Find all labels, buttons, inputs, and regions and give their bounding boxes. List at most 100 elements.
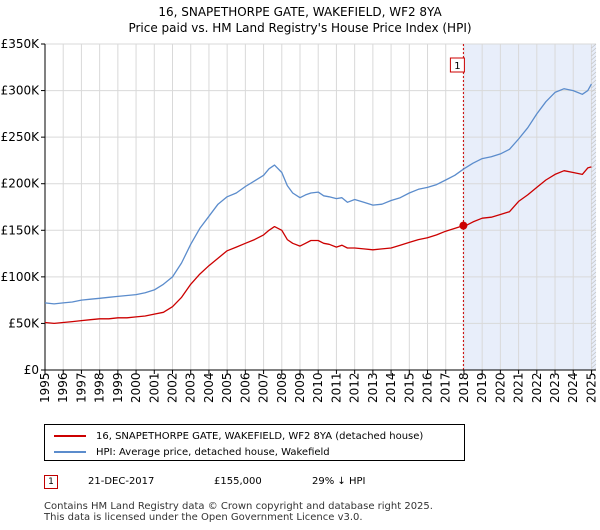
- future-hatch-line: [591, 207, 597, 213]
- future-hatch-line: [591, 95, 597, 101]
- x-tick-label: 2024: [566, 372, 580, 403]
- future-hatch-line: [591, 327, 597, 333]
- x-tick-label: 2019: [475, 372, 489, 403]
- y-tick-label: £250K: [1, 130, 41, 144]
- y-tick-label: £200K: [1, 177, 41, 191]
- future-hatch-line: [591, 335, 597, 341]
- future-hatch-line: [591, 355, 597, 361]
- future-hatch-line: [591, 171, 597, 177]
- y-tick-label: £150K: [1, 223, 41, 237]
- x-tick-label: 2000: [129, 372, 143, 403]
- legend-item-property: 16, SNAPETHORPE GATE, WAKEFIELD, WF2 8YA…: [54, 429, 423, 443]
- x-tick-label: 2011: [329, 372, 343, 403]
- future-hatch-line: [591, 311, 597, 317]
- future-hatch-line: [591, 267, 597, 273]
- future-hatch-line: [591, 203, 597, 209]
- future-hatch-line: [591, 183, 597, 189]
- x-tick-label: 1999: [111, 372, 125, 403]
- future-hatch-line: [591, 191, 597, 197]
- legend-label-property: 16, SNAPETHORPE GATE, WAKEFIELD, WF2 8YA…: [96, 430, 424, 442]
- future-hatch-line: [591, 307, 597, 313]
- sale-hpi-diff: 29% ↓ HPI: [312, 476, 366, 487]
- footer-line-1: Contains HM Land Registry data © Crown c…: [44, 501, 433, 512]
- future-hatch-line: [591, 55, 597, 61]
- sale-price: £155,000: [214, 476, 262, 487]
- future-hatch-line: [591, 83, 597, 89]
- x-tick-label: 1995: [38, 372, 52, 403]
- future-hatch-line: [591, 155, 597, 161]
- vline-label: 1: [454, 61, 460, 72]
- x-tick-label: 2001: [147, 372, 161, 403]
- future-hatch-line: [591, 143, 597, 149]
- x-tick-label: 2023: [548, 372, 562, 403]
- future-hatch-line: [591, 43, 597, 49]
- future-hatch-line: [591, 87, 597, 93]
- y-tick-label: £350K: [1, 37, 41, 51]
- future-hatch-line: [591, 343, 597, 349]
- future-hatch-line: [591, 75, 597, 81]
- future-hatch-line: [591, 359, 597, 365]
- future-hatch-line: [591, 123, 597, 129]
- future-hatch-line: [591, 51, 597, 57]
- future-hatch-line: [591, 151, 597, 157]
- future-hatch-line: [591, 199, 597, 205]
- future-hatch-line: [591, 287, 597, 293]
- x-tick-label: 2010: [311, 372, 325, 403]
- footer-line-2: This data is licensed under the Open Gov…: [44, 512, 363, 523]
- future-hatch-line: [591, 303, 597, 309]
- future-hatch-line: [591, 315, 597, 321]
- future-hatch-line: [591, 187, 597, 193]
- x-tick-label: 2002: [166, 372, 180, 403]
- series-line-property: [44, 166, 592, 325]
- x-tick-label: 1996: [56, 372, 70, 403]
- future-hatch-line: [591, 127, 597, 133]
- future-hatch-line: [591, 195, 597, 201]
- x-tick-label: 2004: [202, 372, 216, 403]
- future-hatch-line: [591, 259, 597, 265]
- future-hatch-line: [591, 227, 597, 233]
- x-tick-label: 2012: [348, 372, 362, 403]
- future-hatch-line: [591, 283, 597, 289]
- future-hatch-line: [591, 119, 597, 125]
- x-tick-label: 2013: [366, 372, 380, 403]
- future-hatch-line: [591, 211, 597, 217]
- future-hatch-line: [591, 299, 597, 305]
- future-hatch-line: [591, 163, 597, 169]
- future-hatch-line: [591, 319, 597, 325]
- future-hatch-line: [591, 63, 597, 69]
- legend-label-hpi: HPI: Average price, detached house, Wake…: [96, 446, 330, 458]
- future-hatch-line: [591, 243, 597, 249]
- future-hatch-line: [591, 239, 597, 245]
- future-hatch-line: [591, 363, 597, 369]
- future-hatch-line: [591, 347, 597, 353]
- future-hatch-line: [591, 111, 597, 117]
- future-hatch-line: [591, 71, 597, 77]
- future-hatch-line: [591, 255, 597, 261]
- x-tick-label: 2007: [257, 372, 271, 403]
- x-tick-label: 1997: [74, 372, 88, 403]
- chart-title: 16, SNAPETHORPE GATE, WAKEFIELD, WF2 8YA: [158, 5, 442, 19]
- x-tick-label: 2014: [384, 372, 398, 403]
- future-hatch-line: [591, 147, 597, 153]
- future-hatch-line: [591, 79, 597, 85]
- future-hatch-line: [591, 235, 597, 241]
- x-tick-label: 2017: [439, 372, 453, 403]
- legend-swatch-property: [54, 435, 86, 437]
- future-hatch-line: [591, 179, 597, 185]
- future-hatch-line: [591, 47, 597, 53]
- legend: 16, SNAPETHORPE GATE, WAKEFIELD, WF2 8YA…: [44, 424, 465, 461]
- footer: Contains HM Land Registry data © Crown c…: [44, 501, 433, 523]
- future-hatch-line: [591, 263, 597, 269]
- future-hatch-line: [591, 247, 597, 253]
- future-hatch-line: [591, 331, 597, 337]
- future-hatch-line: [591, 351, 597, 357]
- post-sale-shading: [463, 44, 596, 370]
- sale-marker: 1: [44, 475, 58, 489]
- future-hatch-line: [591, 231, 597, 237]
- y-tick-label: £50K: [8, 316, 40, 330]
- x-tick-label: 2022: [530, 372, 544, 403]
- sale-date: 21-DEC-2017: [88, 476, 155, 487]
- future-hatch-line: [591, 167, 597, 173]
- x-tick-label: 1998: [93, 372, 107, 403]
- future-hatch-line: [591, 271, 597, 277]
